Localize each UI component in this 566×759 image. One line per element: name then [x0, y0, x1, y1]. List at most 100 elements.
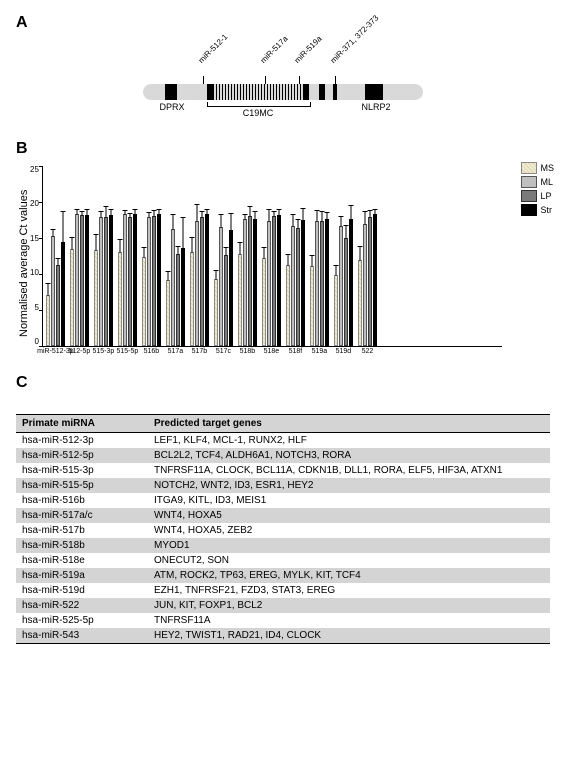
- bar: [224, 255, 228, 346]
- bar-group: 517c: [214, 227, 233, 346]
- bar-group: 519a: [310, 219, 329, 346]
- targets-cell: JUN, KIT, FOXP1, BCL2: [148, 598, 550, 613]
- bar: [325, 219, 329, 346]
- table-header: Primate miRNA: [16, 415, 148, 433]
- bar: [85, 215, 89, 346]
- table-row: hsa-miR-517a/cWNT4, HOXA5: [16, 508, 550, 523]
- targets-cell: EZH1, TNFRSF21, FZD3, STAT3, EREG: [148, 583, 550, 598]
- bar: [339, 226, 343, 346]
- error-bar: [129, 214, 130, 218]
- legend-label: ML: [541, 177, 554, 187]
- error-bar: [374, 210, 375, 216]
- targets-cell: BCL2L2, TCF4, ALDH6A1, NOTCH3, RORA: [148, 448, 550, 463]
- bar: [320, 221, 324, 346]
- bar: [248, 216, 252, 346]
- bar: [56, 265, 60, 346]
- error-bar: [268, 210, 269, 223]
- error-bar: [148, 213, 149, 218]
- chromosome-band: [213, 84, 303, 100]
- bar: [205, 214, 209, 346]
- error-bar: [110, 210, 111, 216]
- y-tick: [39, 238, 43, 239]
- lower-gene-label: DPRX: [157, 102, 187, 112]
- y-tick-label: 20: [30, 200, 39, 208]
- error-bar: [100, 212, 101, 218]
- bar: [195, 221, 199, 346]
- upper-mirna-label: miR-517a: [259, 34, 290, 65]
- mirna-cell: hsa-miR-522: [16, 598, 148, 613]
- error-bar: [364, 212, 365, 225]
- x-category-label: 515-5p: [117, 346, 139, 355]
- bar-group: 518b: [238, 216, 257, 346]
- bar-group: 515-3p: [94, 215, 113, 346]
- bar: [190, 252, 194, 346]
- error-bar: [249, 207, 250, 218]
- bar: [51, 236, 55, 346]
- legend-row: ML: [521, 176, 555, 188]
- panel-c: Primate miRNAPredicted target geneshsa-m…: [16, 414, 550, 644]
- table-row: hsa-miR-522JUN, KIT, FOXP1, BCL2: [16, 598, 550, 613]
- targets-cell: TNFRSF11A, CLOCK, BCL11A, CDKN1B, DLL1, …: [148, 463, 550, 478]
- x-category-label: 516b: [144, 346, 160, 355]
- y-tick: [39, 310, 43, 311]
- bar: [315, 221, 319, 346]
- error-bar: [278, 210, 279, 216]
- bar: [99, 217, 103, 346]
- error-bar: [158, 210, 159, 215]
- y-tick-label: 25: [30, 166, 39, 174]
- error-bar: [182, 218, 183, 249]
- bar: [109, 215, 113, 346]
- bar-group: 517b: [190, 214, 209, 346]
- error-bar: [76, 210, 77, 215]
- legend-row: LP: [521, 190, 555, 202]
- bar-group: 515-5p: [118, 214, 137, 346]
- error-bar: [345, 226, 346, 239]
- legend-swatch: [521, 190, 537, 202]
- table-row: hsa-miR-516bITGA9, KITL, ID3, MEIS1: [16, 493, 550, 508]
- error-bar: [326, 213, 327, 220]
- y-tick: [39, 202, 43, 203]
- table-row: hsa-miR-518eONECUT2, SON: [16, 553, 550, 568]
- lower-gene-label: NLRP2: [359, 102, 393, 112]
- error-bar: [172, 215, 173, 229]
- bar: [176, 254, 180, 346]
- error-bar: [311, 256, 312, 267]
- bar: [46, 295, 50, 346]
- table-row: hsa-miR-515-5pNOTCH2, WNT2, ID3, ESR1, H…: [16, 478, 550, 493]
- y-axis: 2520151050: [30, 166, 42, 360]
- bar: [147, 217, 151, 346]
- error-bar: [335, 266, 336, 275]
- error-bar: [81, 212, 82, 216]
- error-bar: [263, 248, 264, 260]
- error-bar: [359, 247, 360, 261]
- bar: [349, 219, 353, 346]
- bar: [334, 275, 338, 346]
- table-row: hsa-miR-519dEZH1, TNFRSF21, FZD3, STAT3,…: [16, 583, 550, 598]
- legend-swatch: [521, 204, 537, 216]
- targets-cell: ITGA9, KITL, ID3, MEIS1: [148, 493, 550, 508]
- mirna-cell: hsa-miR-515-3p: [16, 463, 148, 478]
- bar: [358, 260, 362, 346]
- bar: [118, 252, 122, 346]
- bar: [373, 214, 377, 346]
- error-bar: [316, 211, 317, 223]
- targets-cell: LEF1, KLF4, MCL-1, RUNX2, HLF: [148, 433, 550, 449]
- error-bar: [105, 207, 106, 218]
- bar: [291, 226, 295, 346]
- bar: [229, 230, 233, 346]
- error-bar: [297, 220, 298, 229]
- error-bar: [177, 247, 178, 255]
- bar: [128, 217, 132, 346]
- legend-row: MS: [521, 162, 555, 174]
- bar-group: 517a: [166, 229, 185, 346]
- error-bar: [206, 210, 207, 215]
- y-axis-title: Normalised average Ct values: [16, 166, 30, 360]
- x-category-label: 518f: [289, 346, 303, 355]
- error-bar: [215, 271, 216, 280]
- table-row: hsa-miR-518bMYOD1: [16, 538, 550, 553]
- targets-table: Primate miRNAPredicted target geneshsa-m…: [16, 414, 550, 644]
- table-row: hsa-miR-517bWNT4, HOXA5, ZEB2: [16, 523, 550, 538]
- bar: [157, 214, 161, 346]
- table-row: hsa-miR-512-5pBCL2L2, TCF4, ALDH6A1, NOT…: [16, 448, 550, 463]
- error-bar: [225, 248, 226, 256]
